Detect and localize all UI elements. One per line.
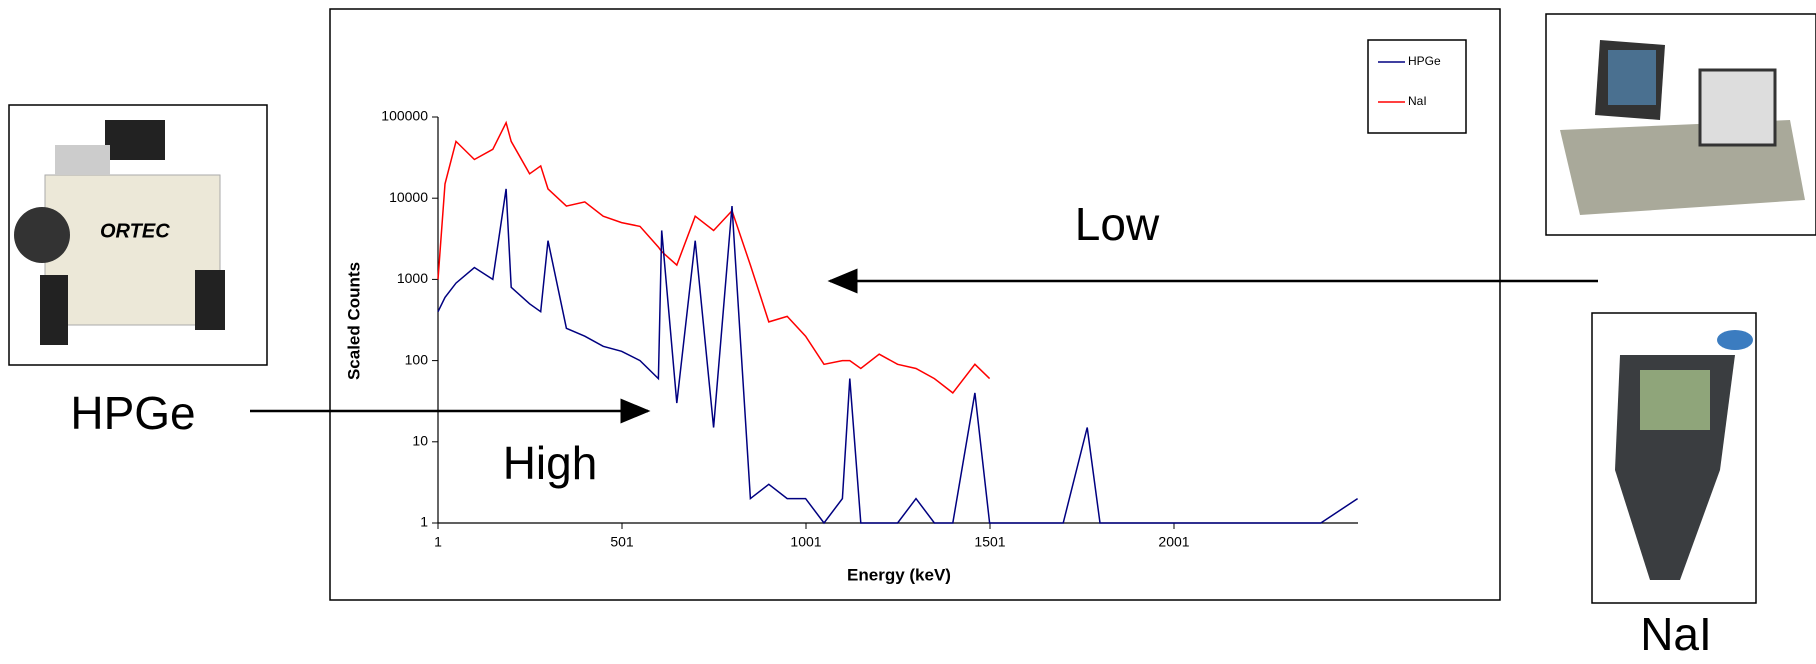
svg-text:ORTEC: ORTEC xyxy=(100,220,170,242)
x-tick-label: 1501 xyxy=(974,534,1005,550)
y-tick-label: 1000 xyxy=(397,270,428,286)
x-tick-label: 1001 xyxy=(790,534,821,550)
y-tick-label: 100000 xyxy=(381,108,428,124)
series-line xyxy=(437,120,991,394)
nai-handheld-photo xyxy=(1591,312,1757,604)
x-tick-label: 2001 xyxy=(1158,534,1189,550)
legend-label: HPGe xyxy=(1408,54,1441,68)
series-line xyxy=(437,188,1359,525)
legend-entries: HPGe NaI xyxy=(1378,54,1441,108)
nai-laptop-photo xyxy=(1545,13,1816,236)
legend-label: NaI xyxy=(1408,94,1427,108)
y-tick-label: 10 xyxy=(412,433,428,449)
x-tick-label: 1 xyxy=(434,534,442,550)
x-tick-label: 501 xyxy=(610,534,634,550)
hpge-photo: ORTEC xyxy=(8,104,268,366)
y-axis-label: Scaled Counts xyxy=(344,262,363,380)
annotation-high: High xyxy=(503,437,598,489)
chart-frame xyxy=(329,8,1501,601)
y-tick-label: 1 xyxy=(420,514,428,530)
legend xyxy=(1367,39,1467,134)
annotation-low: Low xyxy=(1075,198,1160,250)
hpge-label: HPGe xyxy=(70,387,195,439)
y-tick-label: 10000 xyxy=(389,189,428,205)
y-tick-label: 100 xyxy=(405,351,429,367)
x-axis-label: Energy (keV) xyxy=(847,565,951,584)
nai-label: NaI xyxy=(1640,608,1712,660)
